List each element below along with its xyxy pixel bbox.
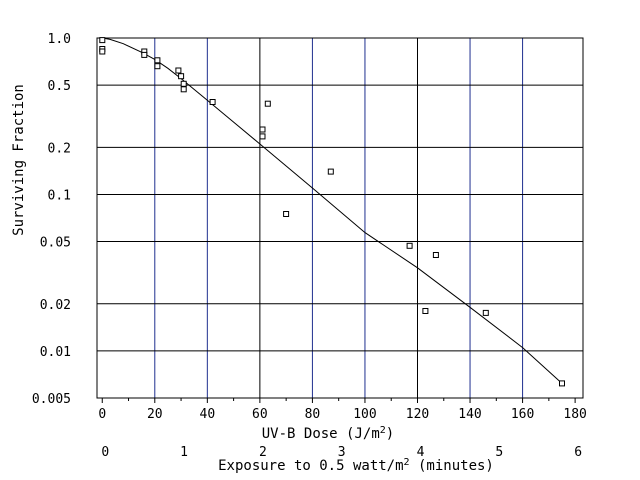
y-tick-label: 0.02: [40, 298, 71, 313]
x-tick-labels: 0 20 40 60 80 100 120 140 160 180: [98, 407, 587, 422]
y-tick-label: 0.2: [48, 141, 71, 156]
data-points: [99, 37, 565, 387]
horizontal-gridlines: [97, 84, 583, 352]
x-tick-label: 160: [511, 407, 534, 422]
y-tick-label: 0.005: [32, 392, 71, 407]
y-tick-labels: 1.0 0.5 0.2 0.1 0.05 0.02 0.01 0.005: [32, 32, 71, 407]
data-point: [259, 133, 266, 140]
data-point: [154, 63, 161, 70]
vertical-gridlines: [154, 38, 524, 398]
data-point: [482, 309, 489, 316]
x-tick-label: 40: [200, 407, 216, 422]
secondary-x-tick-label: 3: [338, 445, 346, 460]
data-point: [327, 168, 334, 175]
axis-ticks: [101, 398, 576, 403]
data-point: [99, 48, 106, 55]
data-point: [180, 80, 187, 87]
data-point: [180, 86, 187, 93]
x-tick-label: 80: [305, 407, 321, 422]
x-axis-title-end: ): [386, 426, 394, 442]
data-point: [432, 252, 439, 258]
y-tick-label: 0.01: [40, 345, 71, 360]
secondary-x-tick-label: 4: [417, 445, 425, 460]
plot-frame: [96, 37, 584, 399]
x-tick-label: 120: [406, 407, 429, 422]
y-tick-label: 0.5: [48, 79, 71, 94]
x-axis-title-superscript: 2: [380, 425, 386, 436]
y-tick-label: 0.05: [40, 236, 71, 251]
y-axis-title: Surviving Fraction: [11, 84, 27, 236]
data-point: [175, 67, 182, 74]
x-tick-label: 180: [563, 407, 586, 422]
data-point: [422, 308, 429, 314]
x-axis-title-main: UV-B Dose (J/m: [262, 426, 380, 442]
data-point: [559, 380, 565, 387]
x-tick-label: 140: [458, 407, 481, 422]
x-tick-label: 20: [147, 407, 163, 422]
data-point: [264, 100, 271, 107]
data-point: [283, 211, 290, 217]
secondary-x-axis-title: Exposure to 0.5 watt/m2 (minutes): [218, 457, 494, 474]
secondary-x-tick-label: 6: [574, 445, 582, 460]
secondary-x-tick-label: 0: [101, 445, 109, 460]
x-tick-label: 60: [252, 407, 268, 422]
data-point: [406, 242, 413, 249]
data-point: [259, 126, 266, 133]
data-point: [99, 37, 106, 44]
x-axis-title: UV-B Dose (J/m2): [262, 425, 394, 442]
secondary-x-axis-title-end: (minutes): [410, 458, 494, 474]
y-tick-label: 1.0: [48, 32, 71, 47]
data-point: [178, 73, 185, 80]
secondary-x-tick-labels: 0 1 2 3 4 5 6: [101, 445, 582, 460]
data-point: [209, 99, 216, 105]
y-tick-label: 0.1: [48, 188, 71, 203]
data-point: [141, 51, 148, 58]
fit-curve: [102, 37, 563, 384]
secondary-x-tick-label: 2: [259, 445, 267, 460]
secondary-x-tick-label: 5: [495, 445, 503, 460]
secondary-x-tick-label: 1: [180, 445, 188, 460]
secondary-x-axis-title-main: Exposure to 0.5 watt/m: [218, 458, 403, 474]
secondary-x-axis-title-superscript: 2: [404, 457, 410, 468]
x-tick-label: 100: [353, 407, 376, 422]
data-point: [154, 57, 161, 64]
x-tick-label: 0: [98, 407, 106, 422]
